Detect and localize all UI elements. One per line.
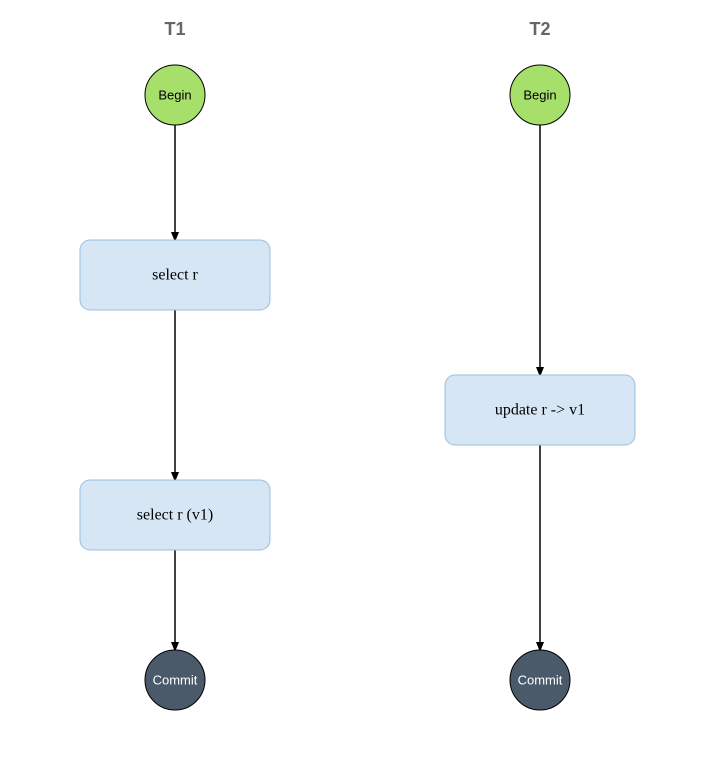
begin-label: Begin [523,88,556,103]
column-title: T1 [164,19,185,39]
commit-label: Commit [518,673,563,688]
step-label: select r [152,267,198,284]
column-t1: T1 Begin select r select r (v1) Commit [80,19,270,710]
column-t2: T2 Begin update r -> v1 Commit [445,19,635,710]
step-label: select r (v1) [137,507,213,524]
step-label: update r -> v1 [495,402,585,419]
commit-label: Commit [153,673,198,688]
transaction-diagram: T1 Begin select r select r (v1) Commit T2 Begi… [0,0,710,770]
column-title: T2 [529,19,550,39]
begin-label: Begin [158,88,191,103]
